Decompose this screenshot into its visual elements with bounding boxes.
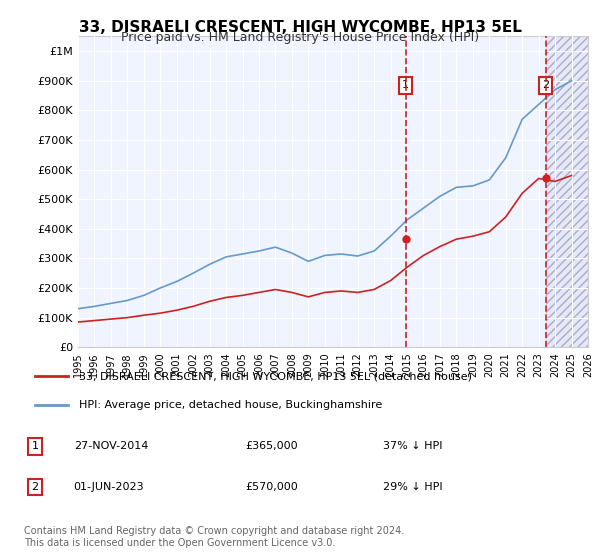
Text: 27-NOV-2014: 27-NOV-2014: [74, 441, 148, 451]
Text: 29% ↓ HPI: 29% ↓ HPI: [383, 482, 442, 492]
Text: 01-JUN-2023: 01-JUN-2023: [74, 482, 145, 492]
Text: Price paid vs. HM Land Registry's House Price Index (HPI): Price paid vs. HM Land Registry's House …: [121, 31, 479, 44]
Text: £365,000: £365,000: [245, 441, 298, 451]
Text: 33, DISRAELI CRESCENT, HIGH WYCOMBE, HP13 5EL: 33, DISRAELI CRESCENT, HIGH WYCOMBE, HP1…: [79, 20, 521, 35]
Text: £570,000: £570,000: [245, 482, 298, 492]
Bar: [545, 36, 588, 347]
Text: 2: 2: [542, 80, 549, 90]
Text: Contains HM Land Registry data © Crown copyright and database right 2024.
This d: Contains HM Land Registry data © Crown c…: [24, 526, 404, 548]
Text: HPI: Average price, detached house, Buckinghamshire: HPI: Average price, detached house, Buck…: [79, 400, 382, 410]
Bar: [545, 36, 588, 347]
Text: 1: 1: [32, 441, 38, 451]
Text: 33, DISRAELI CRESCENT, HIGH WYCOMBE, HP13 5EL (detached house): 33, DISRAELI CRESCENT, HIGH WYCOMBE, HP1…: [79, 371, 472, 381]
Text: 1: 1: [402, 80, 409, 90]
Text: 2: 2: [31, 482, 38, 492]
Text: 37% ↓ HPI: 37% ↓ HPI: [383, 441, 442, 451]
